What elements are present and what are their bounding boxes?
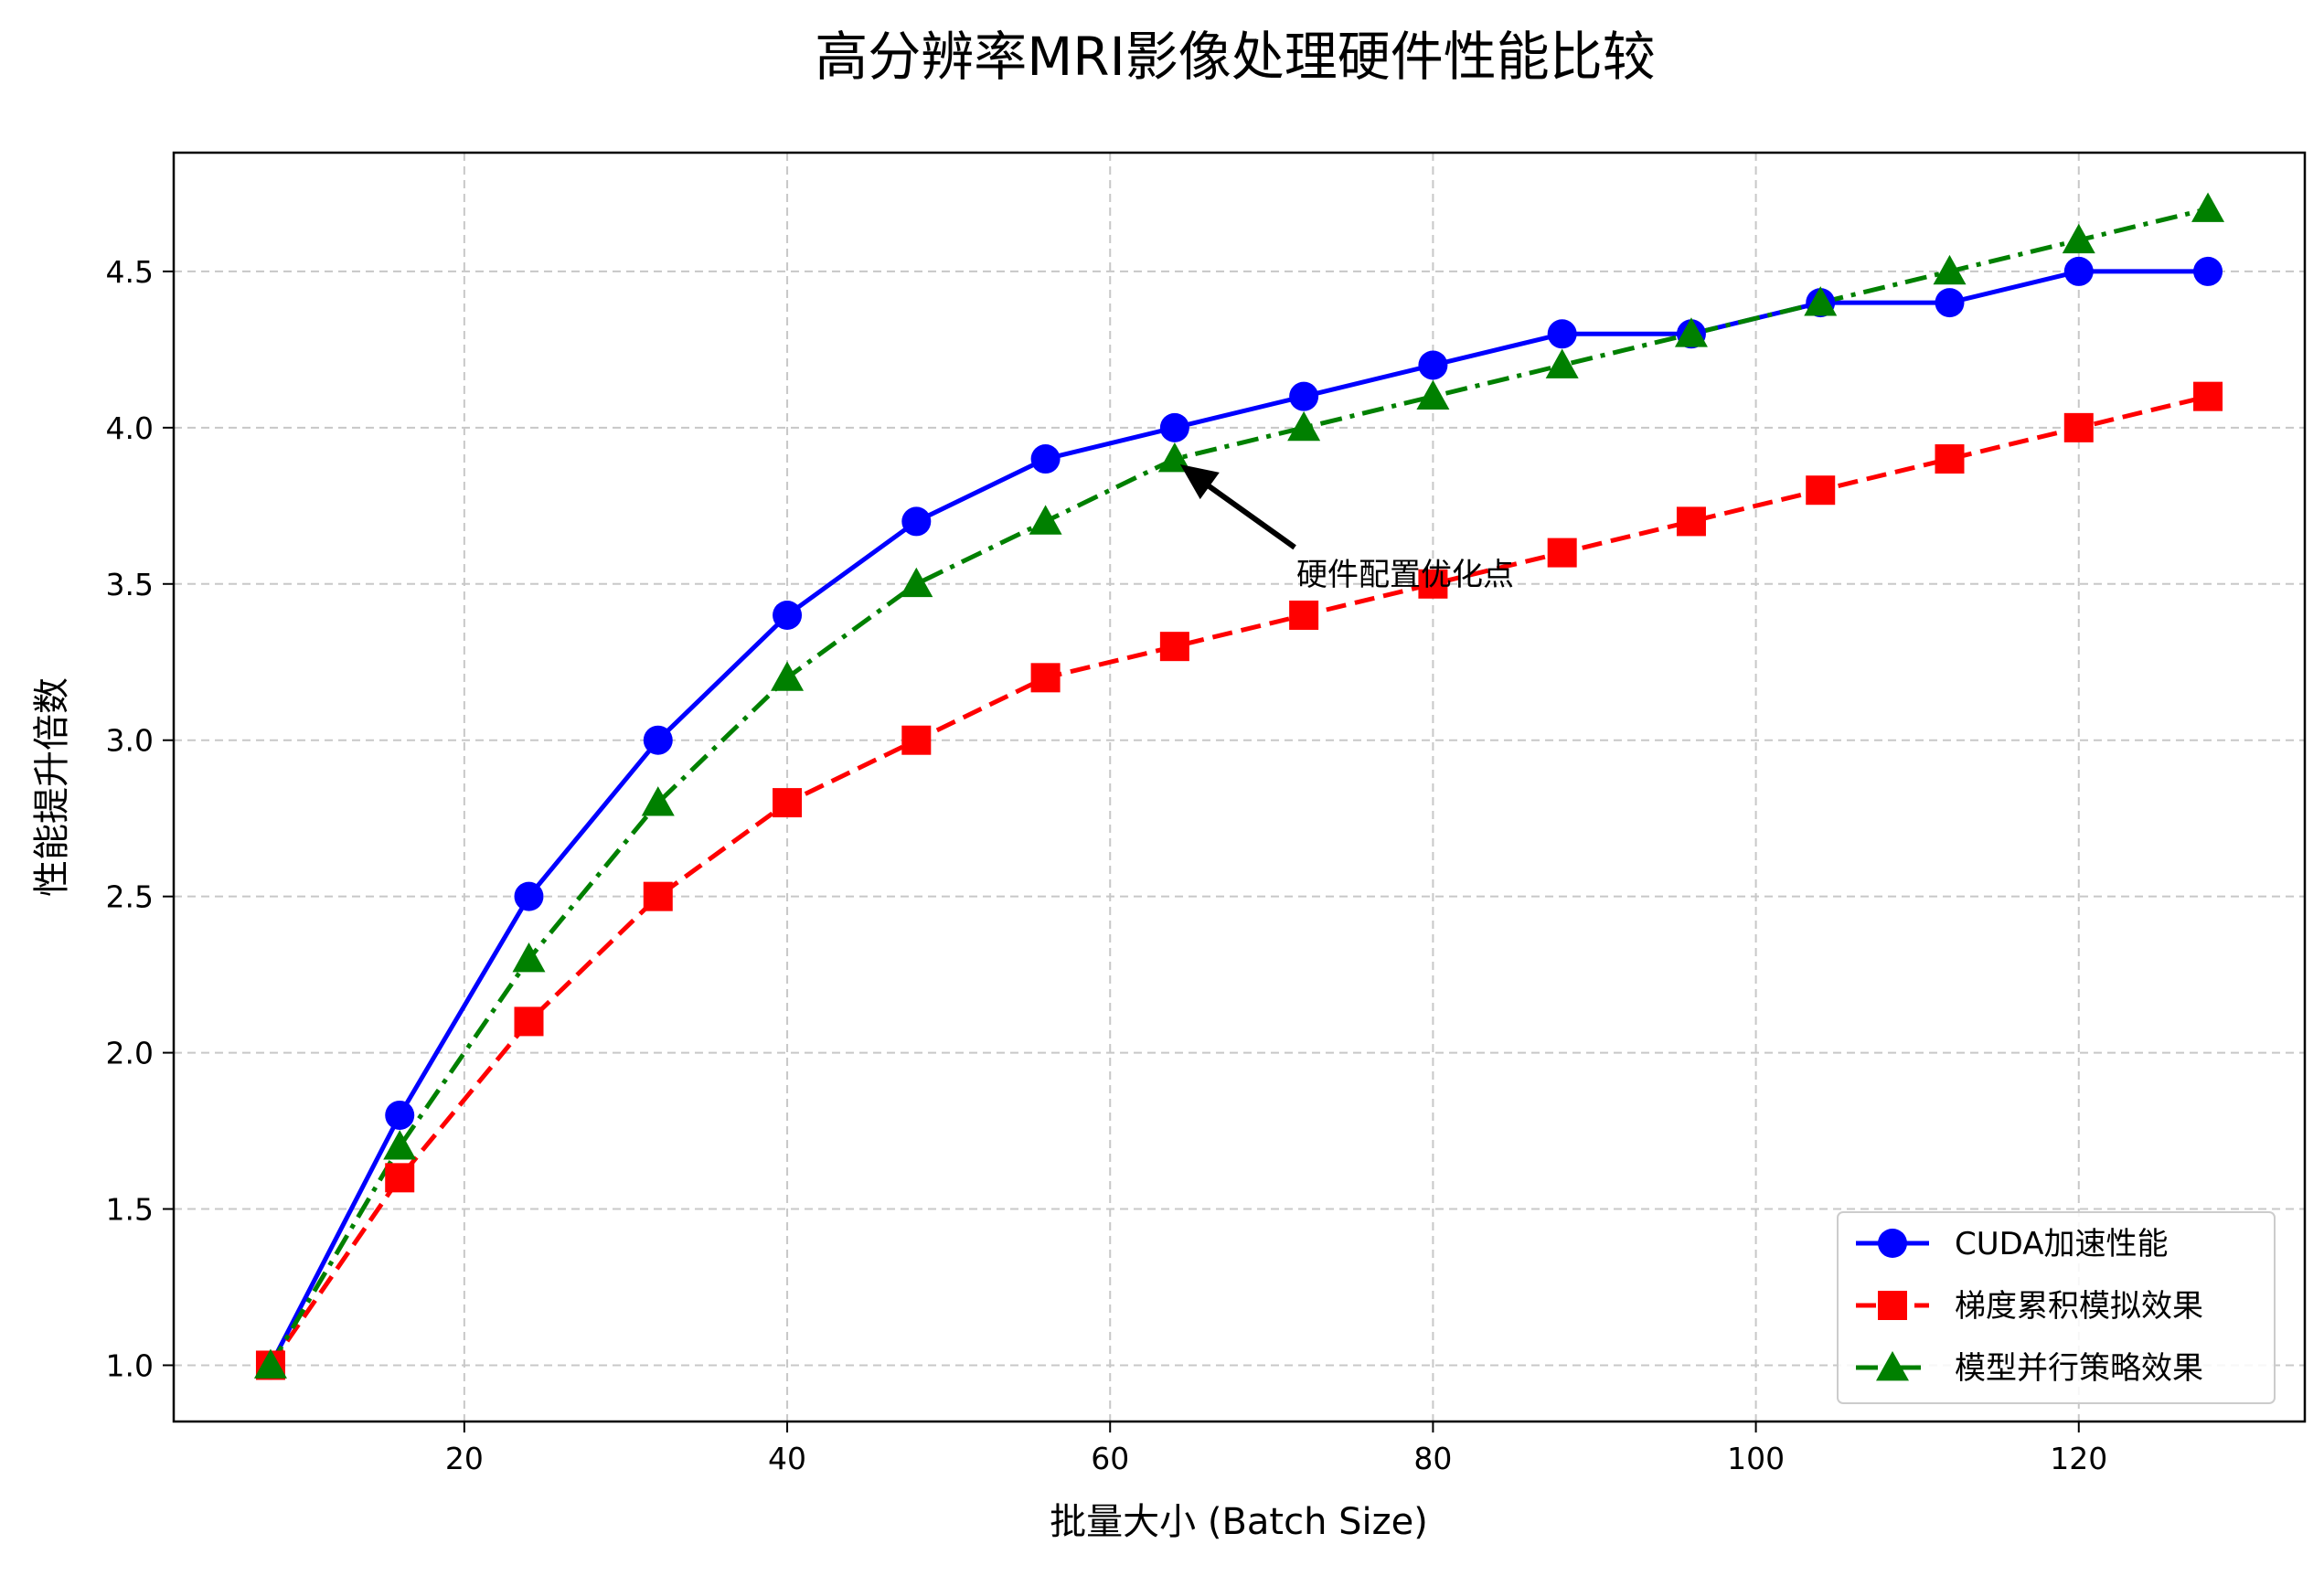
square-marker xyxy=(1418,569,1448,599)
circle-marker xyxy=(385,1100,415,1130)
annotation-layer: 硬件配置优化点 xyxy=(1179,464,1514,593)
square-marker xyxy=(2193,381,2223,411)
legend-label-1: CUDA加速性能 xyxy=(1955,1226,2168,1262)
x-tick-label: 100 xyxy=(1727,1441,1785,1476)
y-tick-label: 4.0 xyxy=(106,410,154,446)
x-tick-label: 120 xyxy=(2050,1441,2107,1476)
annotation-arrow-head xyxy=(1179,464,1220,500)
triangle-marker xyxy=(2191,192,2225,222)
series-markers-2 xyxy=(255,381,2223,1380)
series-line-2 xyxy=(268,394,2209,1367)
circle-marker xyxy=(2063,256,2094,286)
annotation-text: 硬件配置优化点 xyxy=(1296,557,1514,593)
square-marker xyxy=(643,881,673,911)
circle-marker xyxy=(1289,381,1319,411)
y-tick-label: 3.5 xyxy=(106,567,154,602)
circle-marker xyxy=(773,600,803,630)
triangle-marker xyxy=(900,567,933,598)
square-marker xyxy=(1935,444,1965,474)
x-tick-label: 40 xyxy=(768,1441,806,1476)
triangle-marker xyxy=(1416,379,1450,410)
circle-marker xyxy=(1418,350,1448,380)
series-markers-3 xyxy=(253,192,2225,1379)
square-marker xyxy=(1806,475,1836,506)
x-tick-label: 80 xyxy=(1413,1441,1452,1476)
legend-triangle-marker xyxy=(1876,1351,1909,1381)
square-marker xyxy=(1289,600,1319,630)
ticks-layer: 20 40 60 80 100 120 1.0 1.5 2.0 2.5 3.0 3.5 4.0 4.5 xyxy=(106,254,2108,1476)
square-marker xyxy=(1159,632,1189,662)
y-tick-label: 1.5 xyxy=(106,1192,154,1228)
y-tick-label: 3.0 xyxy=(106,723,154,759)
legend-label-3: 模型并行策略效果 xyxy=(1955,1350,2203,1387)
y-tick-label: 1.0 xyxy=(106,1347,154,1383)
triangle-marker xyxy=(1933,254,1967,285)
series-layer xyxy=(253,192,2225,1380)
triangle-marker xyxy=(1287,410,1321,442)
square-marker xyxy=(514,1006,544,1037)
square-marker xyxy=(773,788,803,818)
circle-marker xyxy=(1159,412,1189,442)
x-axis-label: 批量大小 (Batch Size) xyxy=(1050,1501,1428,1543)
legend-square-marker xyxy=(1878,1291,1907,1320)
circle-marker xyxy=(514,881,544,911)
square-marker xyxy=(1030,663,1061,693)
series-line-3 xyxy=(268,207,2209,1367)
triangle-marker xyxy=(2062,223,2095,254)
square-marker xyxy=(901,725,932,755)
legend-box xyxy=(1837,1211,2276,1404)
triangle-marker xyxy=(1804,286,1838,316)
legend-circle-marker xyxy=(1878,1229,1907,1258)
square-marker xyxy=(385,1163,415,1193)
circle-marker xyxy=(1547,319,1577,349)
square-marker xyxy=(1676,506,1706,537)
triangle-marker xyxy=(1674,317,1708,347)
plot-frame xyxy=(172,151,2307,1423)
triangle-marker xyxy=(512,942,546,973)
chart-title: 高分辨率MRI影像处理硬件性能比较 xyxy=(815,26,1655,88)
annotation-arrow-shaft xyxy=(1199,477,1296,550)
triangle-marker xyxy=(641,786,675,816)
circle-marker xyxy=(1935,288,1965,318)
circle-marker xyxy=(1030,444,1061,474)
series-line-1 xyxy=(268,269,2209,1367)
x-tick-label: 60 xyxy=(1091,1441,1129,1476)
triangle-marker xyxy=(1157,442,1191,473)
triangle-marker xyxy=(253,1348,287,1379)
legend-label-2: 梯度累积模拟效果 xyxy=(1955,1288,2203,1325)
circle-marker xyxy=(2193,256,2223,286)
y-axis-label: 性能提升倍数 xyxy=(31,677,73,897)
triangle-marker xyxy=(1029,505,1062,535)
triangle-marker xyxy=(771,661,805,691)
triangle-marker xyxy=(1545,348,1579,378)
square-marker xyxy=(1547,538,1577,568)
y-tick-label: 2.0 xyxy=(106,1036,154,1071)
triangle-marker xyxy=(383,1130,417,1160)
x-tick-label: 20 xyxy=(445,1441,484,1476)
y-tick-label: 4.5 xyxy=(106,254,154,290)
square-marker xyxy=(2063,412,2094,442)
y-tick-label: 2.5 xyxy=(106,879,154,915)
circle-marker xyxy=(901,506,932,537)
circle-marker xyxy=(643,725,673,755)
